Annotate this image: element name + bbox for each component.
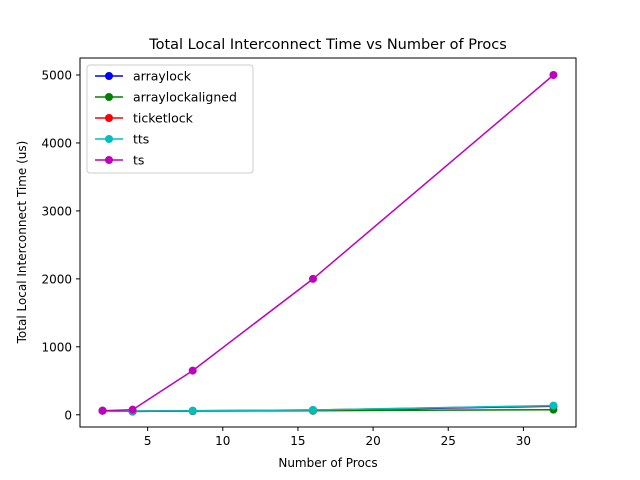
legend-entry-ts: ts [95, 153, 144, 168]
plot-area [98, 70, 558, 416]
x-tick-label: 15 [290, 434, 305, 448]
legend-entry-arraylock: arraylock [95, 69, 192, 84]
data-point-ts-8 [188, 366, 197, 375]
legend-label-ticketlock: ticketlock [133, 111, 194, 126]
data-point-ts-32 [549, 70, 558, 79]
legend-entry-tts: tts [95, 132, 149, 147]
chart-title: Total Local Interconnect Time vs Number … [148, 37, 507, 53]
y-tick-label: 4000 [41, 136, 72, 150]
data-point-tts-8 [188, 406, 197, 415]
legend-label-arraylock: arraylock [133, 69, 192, 84]
legend-label-arraylockaligned: arraylockaligned [133, 90, 237, 105]
y-tick-label: 3000 [41, 204, 72, 218]
legend-marker-ts [105, 156, 113, 164]
x-tick-label: 20 [365, 434, 380, 448]
legend-box [86, 64, 254, 174]
y-tick-label: 5000 [41, 68, 72, 82]
data-point-ts-2 [98, 406, 107, 415]
legend-marker-arraylockaligned [105, 93, 113, 101]
data-point-tts-16 [308, 406, 317, 415]
y-tick-label: 1000 [41, 340, 72, 354]
legend-marker-tts [105, 135, 113, 143]
data-point-tts-32 [549, 401, 558, 410]
x-tick-label: 10 [215, 434, 230, 448]
plot-frame [79, 57, 577, 428]
series-ts [98, 70, 558, 415]
legend-marker-arraylock [105, 72, 113, 80]
axis-ticks: 5 10 15 20 25 30 0 1000 2000 3000 4000 5000 [41, 68, 531, 448]
legend-label-ts: ts [133, 153, 144, 168]
legend-entry-ticketlock: ticketlock [95, 111, 194, 126]
x-tick-label: 5 [144, 434, 152, 448]
x-tick-label: 30 [516, 434, 531, 448]
y-axis-label: Total Local Interconnect Time (us) [15, 141, 29, 345]
legend-entry-arraylockaligned: arraylockaligned [95, 90, 237, 105]
data-point-ts-4 [128, 405, 137, 414]
y-tick-label: 0 [64, 408, 72, 422]
y-tick-label: 2000 [41, 272, 72, 286]
x-tick-label: 25 [441, 434, 456, 448]
legend-label-tts: tts [133, 132, 149, 147]
x-axis-label: Number of Procs [278, 456, 377, 470]
legend-marker-ticketlock [105, 114, 113, 122]
data-point-ts-16 [308, 274, 317, 283]
legend: arraylock arraylockaligned ticketlock tts ts [86, 64, 254, 174]
